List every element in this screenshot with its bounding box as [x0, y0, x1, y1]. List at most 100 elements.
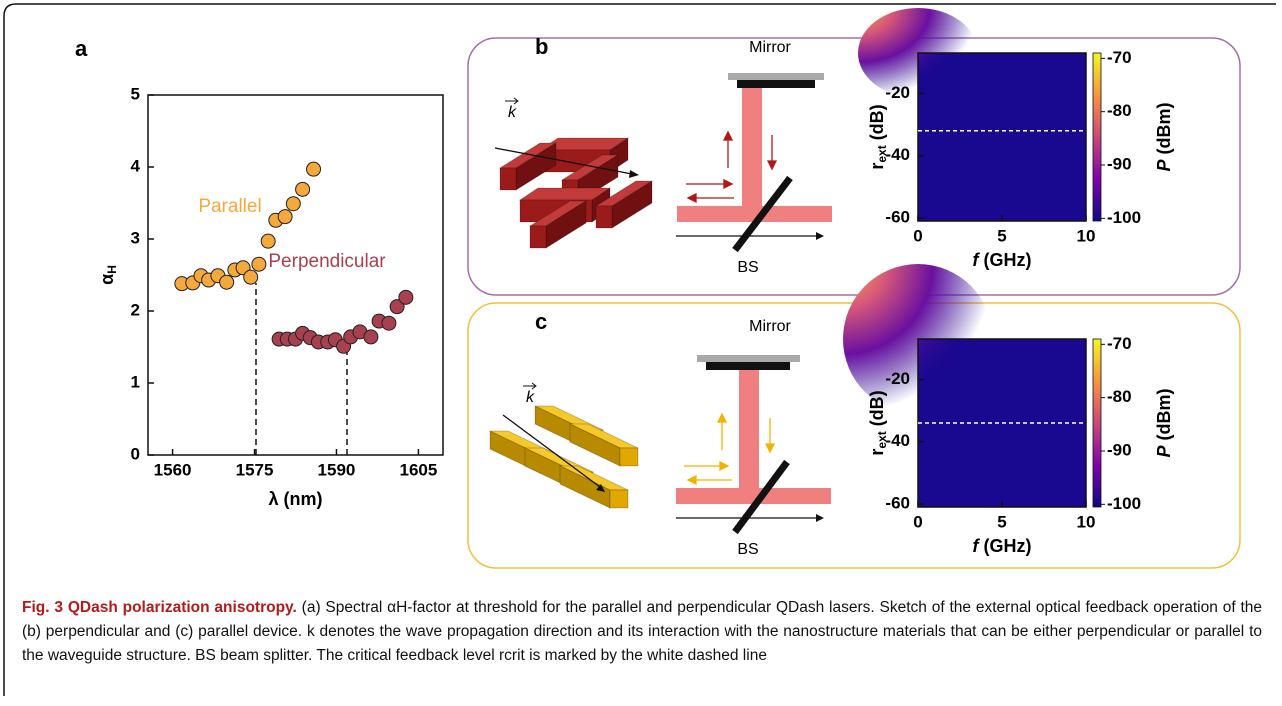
wavevector-label: k: [526, 389, 535, 406]
y-tick-label: 0: [131, 444, 140, 463]
x-tick-label: 5: [997, 512, 1006, 531]
waveguide: [677, 206, 832, 222]
arrow-head: [629, 170, 639, 178]
axis-label: f (GHz): [973, 536, 1032, 556]
label-part: (dB): [867, 390, 887, 431]
data-point: [398, 289, 414, 305]
axis-label: f (GHz): [973, 250, 1032, 270]
y-tick-label: -20: [885, 369, 910, 388]
block-front: [609, 489, 629, 509]
x-tick-label: 0: [913, 512, 922, 531]
mirror-label: Mirror: [749, 318, 791, 335]
data-point: [260, 233, 276, 249]
panel-b-frame: [467, 37, 1241, 296]
diagram-c: Mirror BS k: [489, 318, 831, 558]
panel-label: a: [75, 36, 88, 61]
mirror: [728, 73, 824, 80]
label-part: (GHz): [979, 250, 1032, 270]
diagram-b: Mirror BS k: [494, 39, 832, 276]
y-tick-label: 3: [131, 228, 140, 247]
axis-label: rext (dB): [867, 390, 889, 455]
axis-label: rext (dB): [867, 104, 889, 169]
data-point: [363, 329, 379, 345]
data-point: [277, 209, 293, 225]
axis-label: P (dBm): [1154, 102, 1174, 171]
label-part: ext: [875, 431, 889, 448]
x-tick-label: 1605: [400, 460, 438, 479]
y-tick-label: 4: [131, 156, 141, 175]
label-part: (GHz): [979, 536, 1032, 556]
label-part: α: [97, 274, 117, 285]
k-arrow: [494, 147, 633, 175]
colorbar-tick-label: -100: [1107, 208, 1141, 227]
colorbar-tick-label: -90: [1107, 440, 1132, 459]
data-point: [306, 161, 322, 177]
colorbar: [1092, 338, 1102, 508]
series-label: Parallel: [198, 196, 261, 217]
block-front: [529, 225, 547, 249]
waveguide: [676, 488, 831, 504]
colorbar-tick-label: -90: [1107, 154, 1132, 173]
block-front: [595, 205, 613, 229]
data-point: [389, 299, 405, 315]
mirror: [697, 355, 800, 362]
waveguide: [739, 370, 759, 492]
beam-splitter: [732, 459, 790, 535]
plot-frame: [147, 94, 444, 456]
data-point: [295, 181, 311, 197]
axis-label: P (dBm): [1154, 388, 1174, 457]
x-tick-label: 1560: [154, 460, 192, 479]
colorbar-tick-label: -70: [1107, 48, 1132, 67]
x-axis-label: λ (nm): [269, 489, 323, 509]
bs-label: BS: [737, 259, 758, 276]
figure-frame: [3, 3, 1276, 696]
label-part: f: [973, 250, 981, 270]
label-part: H: [105, 265, 119, 274]
label-part: r: [867, 449, 887, 456]
field-arrows: [686, 130, 778, 204]
field-arrows: [684, 412, 776, 486]
arrow-head: [816, 232, 824, 240]
beam-splitter: [732, 175, 793, 253]
arrow-head: [596, 484, 605, 492]
x-tick-label: 10: [1077, 226, 1096, 245]
arrow-head: [816, 514, 824, 522]
axis-label: αH: [97, 265, 119, 285]
label-part: f: [973, 536, 981, 556]
panel-label: c: [535, 309, 547, 334]
label-part: (dBm): [1154, 102, 1174, 159]
colorbar-tick-label: -80: [1107, 101, 1132, 120]
nanostructure: [498, 137, 654, 249]
vector-arrow: [523, 382, 537, 390]
x-tick-label: 1575: [236, 460, 274, 479]
caption: Fig. 3 QDash polarization anisotropy. (a…: [22, 596, 1262, 668]
data-point: [251, 256, 267, 272]
nanostructure: [489, 405, 639, 509]
waveguide: [742, 88, 762, 208]
series-label: Perpendicular: [268, 251, 386, 272]
label-part: ext: [875, 145, 889, 162]
y-tick-label: 1: [131, 372, 140, 391]
mirror-label: Mirror: [749, 39, 791, 56]
x-tick-label: 10: [1077, 512, 1096, 531]
label-part: r: [867, 163, 887, 170]
block-front: [499, 167, 517, 191]
label-part: (dBm): [1154, 388, 1174, 445]
mirror-back: [737, 80, 815, 88]
vector-arrow: [505, 97, 519, 105]
y-tick-label: 2: [131, 300, 140, 319]
data-point: [243, 269, 259, 285]
k-arrow: [502, 414, 601, 488]
colorbar-tick-label: -70: [1107, 334, 1132, 353]
colorbar-tick-label: -80: [1107, 387, 1132, 406]
x-tick-label: 1590: [318, 460, 356, 479]
data-point: [381, 315, 397, 331]
data-point: [219, 274, 235, 290]
y-tick-label: -20: [885, 83, 910, 102]
colorbar: [1092, 52, 1102, 222]
y-tick-label: 5: [131, 84, 140, 103]
data-point: [285, 196, 301, 212]
colorbar-tick-label: -100: [1107, 494, 1141, 513]
